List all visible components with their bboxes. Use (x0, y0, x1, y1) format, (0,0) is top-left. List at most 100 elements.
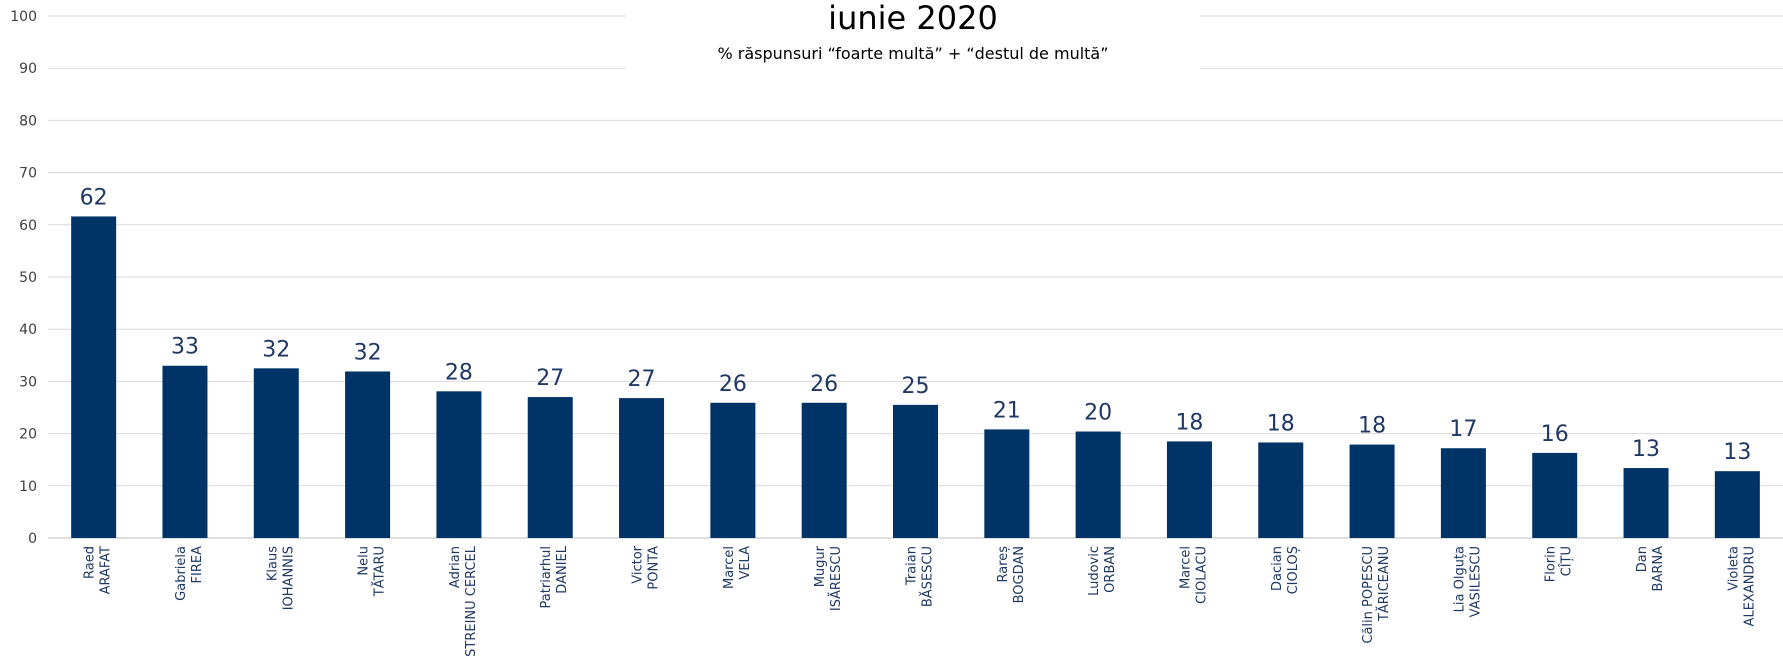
x-tick-label-line: IOHANNIS (281, 546, 296, 610)
bar (984, 429, 1030, 538)
x-tick-label-line: Violeta (1726, 546, 1741, 591)
x-tick-label-line: BĂSESCU (920, 546, 936, 607)
data-label: 13 (1723, 440, 1751, 465)
data-label: 13 (1632, 437, 1660, 462)
x-axis: Raed ARAFAT Gabriela FIREA Klaus IOHANNIS Nelu… (83, 545, 1758, 657)
x-tick-label-line: Dacian (1270, 546, 1285, 591)
x-tick-label-line: CIOLOȘ (1286, 546, 1301, 594)
bar (1623, 468, 1669, 538)
x-tick-label: Mugur ISĂRESCU (813, 545, 844, 611)
x-tick-label: Gabriela FIREA (174, 546, 205, 601)
x-tick-label-line: Patriarhul (539, 546, 554, 608)
x-tick-label: Raed ARAFAT (83, 546, 114, 594)
data-labels: 62 33 32 32 28 27 27 26 26 25 21 20 18 18 18 17 16 13 13 (80, 185, 1752, 465)
bar (345, 371, 391, 538)
x-tick-label-line: ARAFAT (99, 546, 114, 594)
y-tick-label: 100 (10, 9, 37, 25)
x-tick-label: Marcel VELA (722, 546, 753, 589)
bar (253, 368, 299, 538)
x-tick-label: Ludovic ORBAN (1087, 546, 1118, 596)
x-tick-label-line: Klaus (265, 546, 280, 581)
bar (801, 402, 847, 538)
data-label: 18 (1267, 411, 1295, 436)
bar (1349, 444, 1395, 538)
x-tick-label-line: Dan (1635, 546, 1650, 572)
bar (893, 404, 938, 538)
x-tick-label: Lia Olguța VASILESCU (1452, 546, 1483, 617)
data-label: 20 (1084, 401, 1112, 426)
data-label: 32 (354, 340, 382, 365)
x-tick-label: Traian BĂSESCU (905, 546, 936, 607)
x-tick-label-line: CIOLACU (1194, 546, 1209, 604)
bar (162, 365, 208, 538)
y-tick-label: 70 (19, 166, 37, 182)
x-tick-label-line: Gabriela (174, 546, 189, 601)
x-tick-label: Violeta ALEXANDRU (1726, 546, 1757, 626)
x-tick-label-line: Lia Olguța (1452, 546, 1467, 612)
bar (619, 398, 665, 538)
x-tick-label-line: Victor (631, 545, 646, 583)
x-tick-label-line: Ludovic (1087, 546, 1102, 596)
x-tick-label-line: STREINU CERCEL (464, 545, 479, 657)
data-label: 32 (262, 337, 290, 362)
x-tick-label: Klaus IOHANNIS (265, 546, 296, 610)
data-label: 26 (719, 372, 747, 397)
x-tick-label-line: PONTA (647, 546, 662, 590)
x-tick-label: Nelu TĂTARU (357, 546, 388, 597)
data-label: 25 (902, 374, 930, 399)
x-tick-label-line: Rareș (996, 546, 1011, 583)
bar (1075, 431, 1121, 538)
x-tick-label-line: TĂRICEANU (1376, 546, 1392, 622)
data-label: 33 (171, 335, 199, 360)
x-tick-label-line: ISĂRESCU (828, 546, 844, 611)
x-tick-label-line: ORBAN (1103, 546, 1118, 593)
y-tick-label: 0 (28, 531, 37, 547)
x-tick-label-line: Marcel (722, 546, 737, 589)
data-label: 28 (445, 360, 473, 385)
y-tick-label: 80 (19, 113, 37, 129)
bars (71, 216, 1760, 538)
bar (71, 216, 117, 538)
x-tick-label-line: VASILESCU (1468, 546, 1483, 617)
x-tick-label: Dacian CIOLOȘ (1270, 546, 1301, 594)
x-tick-label-line: BARNA (1651, 546, 1666, 592)
data-label: 62 (80, 185, 108, 210)
x-tick-label: Victor PONTA (631, 545, 662, 589)
bar (1714, 471, 1760, 538)
data-label: 17 (1449, 417, 1477, 442)
x-tick-label: Rareș BOGDAN (996, 546, 1027, 604)
x-tick-label-line: ALEXANDRU (1742, 546, 1757, 626)
y-axis: 0 10 20 30 40 50 60 70 80 90 100 (10, 9, 37, 547)
bar (1440, 448, 1486, 538)
x-tick-label-line: BOGDAN (1012, 546, 1027, 603)
bar (527, 397, 573, 538)
x-tick-label: Adrian STREINU CERCEL (448, 545, 479, 657)
x-tick-label-line: TĂTARU (372, 546, 388, 597)
x-tick-label-line: CÎȚU (1559, 546, 1575, 576)
x-tick-label-line: VELA (738, 546, 753, 580)
y-tick-label: 30 (19, 374, 37, 390)
y-tick-label: 60 (19, 218, 37, 234)
x-tick-label-line: Călin POPESCU (1361, 546, 1376, 644)
data-label: 27 (628, 367, 656, 392)
x-tick-label-line: Florin (1544, 546, 1559, 582)
y-tick-label: 90 (19, 61, 37, 77)
x-tick-label-line: Adrian (448, 546, 463, 588)
data-label: 16 (1541, 422, 1569, 447)
data-label: 27 (536, 366, 564, 391)
x-tick-label: Patriarhul DANIEL (539, 545, 570, 608)
bar (1532, 452, 1578, 538)
x-tick-label-line: Nelu (357, 546, 372, 576)
y-tick-label: 20 (19, 427, 37, 443)
x-tick-label: Dan BARNA (1635, 546, 1666, 592)
x-tick-label: Marcel CIOLACU (1178, 546, 1209, 604)
x-tick-label-line: FIREA (190, 546, 205, 584)
x-tick-label: Călin POPESCU TĂRICEANU (1361, 546, 1392, 644)
bar (710, 402, 756, 538)
data-label: 21 (993, 398, 1021, 423)
y-tick-label: 40 (19, 322, 37, 338)
bar (1166, 441, 1212, 538)
x-tick-label-line: Marcel (1178, 546, 1193, 589)
x-tick-label-line: Mugur (813, 545, 828, 587)
